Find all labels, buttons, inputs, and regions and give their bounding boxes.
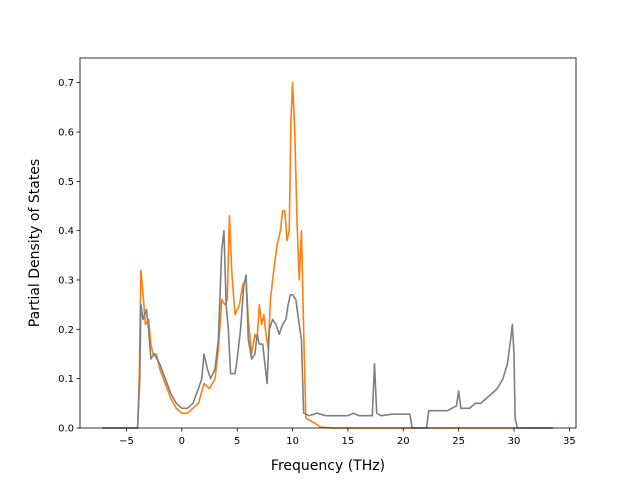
plot-area bbox=[80, 58, 576, 428]
y-tick-label: 0.2 bbox=[58, 325, 74, 336]
y-tick-label: 0.7 bbox=[58, 78, 74, 89]
y-axis: 0.0 0.1 0.2 0.3 0.4 0.5 0.6 0.7 bbox=[58, 78, 80, 435]
x-axis-title: Frequency (THz) bbox=[271, 458, 385, 474]
x-tick-label: 5 bbox=[234, 436, 240, 447]
y-tick-label: 0.3 bbox=[58, 276, 74, 287]
x-tick-label: 35 bbox=[563, 436, 576, 447]
y-tick-label: 0.6 bbox=[58, 128, 74, 139]
x-tick-label: 30 bbox=[508, 436, 521, 447]
x-tick-label: 15 bbox=[342, 436, 355, 447]
plot-frame bbox=[79, 57, 577, 429]
x-axis: −5 0 5 10 15 20 25 30 35 bbox=[119, 428, 576, 447]
y-axis-title: Partial Density of States bbox=[27, 159, 43, 327]
series-layer bbox=[102, 81, 553, 429]
x-tick-label: 20 bbox=[397, 436, 410, 447]
x-tick-label: −5 bbox=[119, 436, 134, 447]
y-tick-label: 0.4 bbox=[58, 226, 74, 237]
series-line-2 bbox=[102, 229, 553, 429]
x-tick-label: 25 bbox=[452, 436, 465, 447]
series-line-1 bbox=[102, 81, 553, 429]
y-tick-label: 0.5 bbox=[58, 177, 74, 188]
y-tick-label: 0.1 bbox=[58, 374, 74, 385]
x-tick-label: 0 bbox=[179, 436, 185, 447]
y-tick-label: 0.0 bbox=[58, 424, 74, 435]
x-tick-label: 10 bbox=[286, 436, 299, 447]
